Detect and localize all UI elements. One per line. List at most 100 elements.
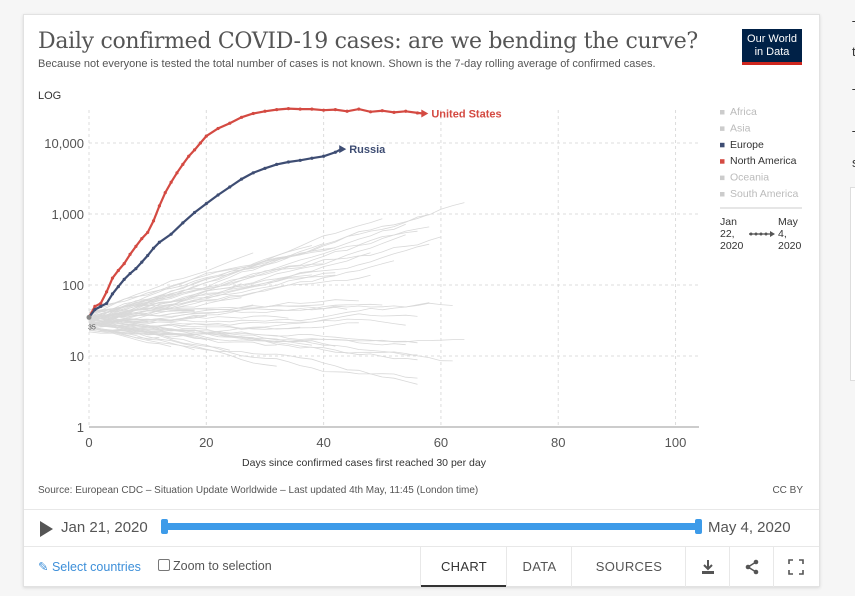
series-point — [128, 271, 132, 276]
tab-chart[interactable]: CHART — [420, 547, 507, 587]
legend-item: North America — [730, 155, 797, 167]
background-country-line — [88, 331, 172, 347]
x-tick-label: 60 — [434, 435, 448, 450]
background-country-line — [88, 318, 406, 329]
timeline-start-date: Jan 21, 2020 — [61, 519, 148, 536]
download-icon — [702, 560, 714, 574]
series-point — [169, 232, 173, 236]
series-point — [404, 109, 408, 113]
background-country-line — [88, 236, 442, 318]
series-point — [228, 121, 232, 125]
fullscreen-button[interactable] — [773, 547, 818, 587]
series-point — [310, 156, 314, 160]
timeline-end-handle[interactable] — [695, 519, 702, 534]
series-point — [216, 126, 220, 131]
series-point — [204, 202, 208, 206]
select-countries-button[interactable]: ✎ Select countries — [38, 559, 141, 574]
background-country-line — [88, 230, 418, 320]
series-point — [116, 268, 120, 273]
series-point — [298, 107, 302, 111]
series-point — [187, 154, 191, 158]
series-point — [392, 110, 396, 114]
background-country-line — [88, 283, 242, 321]
logo-line-2: in Data — [754, 46, 790, 58]
play-icon[interactable] — [40, 521, 53, 537]
series-point — [146, 253, 150, 258]
share-button[interactable] — [729, 547, 774, 587]
download-button[interactable] — [685, 547, 730, 587]
legend-start-date: 22, — [720, 228, 735, 240]
series-point — [140, 260, 144, 264]
background-country-line — [89, 323, 219, 340]
background-country-line — [88, 329, 312, 346]
owid-logo[interactable]: Our World in Data — [742, 29, 802, 65]
legend-swatch — [720, 142, 725, 148]
series-end-arrow — [421, 109, 429, 118]
axis-scale-label: LOG — [38, 90, 61, 102]
y-tick-label: 1,000 — [51, 207, 84, 222]
y-tick-label: 1 — [77, 420, 84, 435]
tab-sources[interactable]: SOURCES — [571, 547, 686, 587]
series-point — [134, 267, 138, 271]
legend-end-date: 4, — [778, 228, 787, 240]
legend-swatch — [720, 192, 725, 197]
series-point — [181, 162, 185, 166]
series-point — [116, 284, 120, 289]
series-point — [122, 262, 126, 266]
timeline-track[interactable] — [161, 519, 702, 534]
background-country-line — [88, 304, 254, 319]
legend-swatch — [720, 175, 725, 181]
background-country-line — [88, 297, 242, 313]
series-point — [140, 237, 144, 241]
series-point — [333, 108, 337, 112]
timeline-start-handle[interactable] — [161, 519, 168, 534]
chart-card: Daily confirmed COVID-19 cases: are we b… — [23, 14, 820, 587]
side-fragment: T — [852, 18, 855, 33]
series-point — [322, 154, 326, 158]
series-line — [88, 107, 424, 318]
source-note: Source: European CDC – Situation Update … — [38, 485, 479, 496]
series-point — [175, 171, 179, 175]
series-point — [333, 150, 337, 154]
series-point — [157, 204, 161, 208]
series-point — [239, 177, 244, 181]
background-country-line — [88, 315, 453, 362]
series-point — [286, 107, 291, 111]
series-point — [134, 244, 138, 248]
series-point — [192, 210, 197, 215]
background-country-line — [88, 309, 195, 324]
series-point — [310, 107, 314, 111]
side-fragment: T — [852, 128, 855, 143]
select-countries-label: Select countries — [51, 560, 141, 574]
series-point — [146, 230, 150, 235]
legend-time-dot — [759, 232, 763, 236]
x-axis-label: Days since confirmed cases first reached… — [242, 457, 487, 469]
chart-controls: ✎ Select countries Zoom to selection CHA… — [24, 546, 819, 587]
series-point — [163, 191, 167, 195]
background-country-line — [88, 323, 230, 351]
series-point — [99, 304, 103, 308]
background-country-line — [88, 302, 453, 328]
legend-swatch — [720, 126, 725, 131]
legend-time-dot — [749, 232, 753, 236]
tab-data[interactable]: DATA — [506, 547, 572, 587]
series-point — [204, 134, 208, 138]
line-chart: LOG 10,000 1,000 100 10 10 20 40 60 80 100 Days sin… — [38, 90, 802, 469]
series-point — [368, 110, 373, 114]
series-point — [104, 301, 109, 306]
license-link[interactable]: CC BY — [772, 485, 803, 496]
zoom-to-selection-checkbox[interactable]: Zoom to selection — [158, 559, 272, 573]
legend-time-dot — [764, 232, 768, 236]
share-icon — [745, 559, 759, 575]
chart-subtitle: Because not everyone is tested the total… — [38, 58, 656, 70]
series-point — [228, 185, 232, 189]
series-point — [275, 162, 279, 166]
series-point — [263, 109, 267, 113]
series-point — [216, 193, 220, 197]
legend-time-arrow — [770, 231, 775, 237]
legend-swatch — [720, 110, 725, 115]
legend-item: South America — [730, 188, 798, 200]
side-fragment: T — [852, 86, 855, 101]
checkbox-icon — [158, 559, 170, 571]
series-point — [322, 108, 326, 112]
